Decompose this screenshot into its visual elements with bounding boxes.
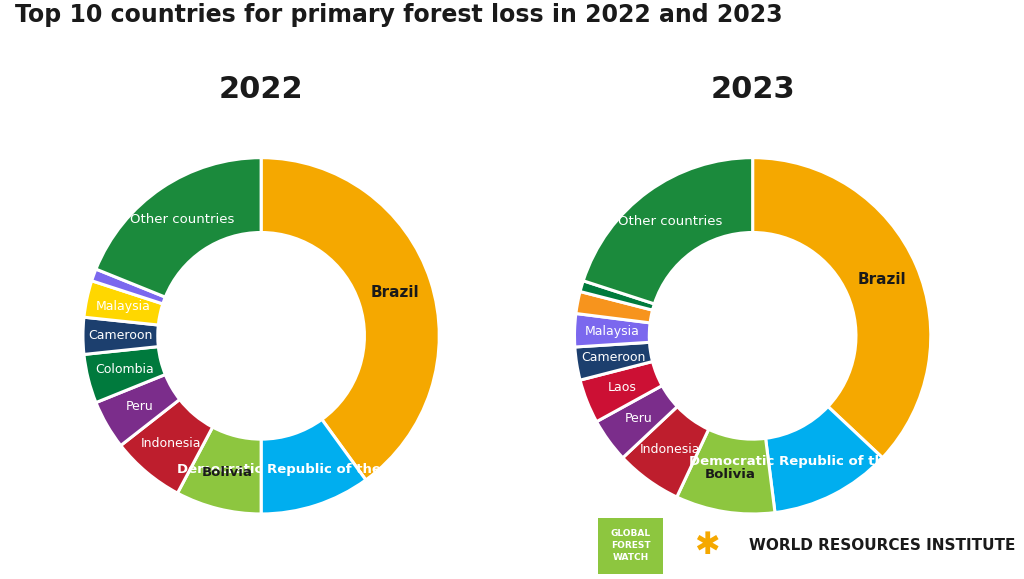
Wedge shape	[574, 313, 650, 347]
Text: Peru: Peru	[625, 412, 652, 425]
Wedge shape	[575, 291, 652, 323]
Text: Democratic Republic of the Congo: Democratic Republic of the Congo	[689, 455, 944, 468]
Text: Other countries: Other countries	[130, 212, 234, 226]
Wedge shape	[584, 157, 753, 304]
Text: Peru: Peru	[125, 400, 154, 413]
Text: WORLD RESOURCES INSTITUTE: WORLD RESOURCES INSTITUTE	[750, 538, 1016, 553]
Text: Malaysia: Malaysia	[96, 300, 151, 313]
Text: Bolivia: Bolivia	[202, 466, 253, 479]
Title: 2023: 2023	[711, 75, 795, 104]
Text: Indonesia: Indonesia	[140, 437, 201, 450]
Text: Brazil: Brazil	[371, 285, 419, 300]
Wedge shape	[580, 281, 654, 310]
Text: Indonesia: Indonesia	[640, 443, 700, 456]
Text: Democratic Republic of the Congo: Democratic Republic of the Congo	[177, 463, 432, 476]
Text: Laos: Laos	[607, 381, 636, 394]
Wedge shape	[677, 429, 775, 514]
Wedge shape	[92, 269, 165, 304]
Text: Malaysia: Malaysia	[585, 325, 639, 338]
Text: Other countries: Other countries	[617, 215, 722, 229]
FancyBboxPatch shape	[598, 518, 664, 574]
Wedge shape	[96, 375, 179, 445]
Text: Cameroon: Cameroon	[88, 329, 153, 342]
Wedge shape	[580, 361, 663, 422]
Text: Cameroon: Cameroon	[582, 351, 646, 364]
Wedge shape	[753, 157, 931, 458]
Text: Top 10 countries for primary forest loss in 2022 and 2023: Top 10 countries for primary forest loss…	[15, 3, 783, 27]
Wedge shape	[84, 347, 165, 402]
Wedge shape	[261, 157, 439, 480]
Wedge shape	[121, 400, 213, 493]
Wedge shape	[623, 406, 709, 497]
Wedge shape	[766, 406, 883, 512]
Text: ✱: ✱	[694, 531, 720, 560]
Text: Bolivia: Bolivia	[706, 468, 756, 481]
Text: GLOBAL
FOREST
WATCH: GLOBAL FOREST WATCH	[610, 529, 651, 562]
Wedge shape	[597, 386, 677, 458]
Wedge shape	[574, 342, 652, 380]
Text: Brazil: Brazil	[857, 273, 906, 287]
Title: 2022: 2022	[219, 75, 303, 104]
Wedge shape	[96, 157, 261, 297]
Wedge shape	[261, 419, 366, 514]
Text: Colombia: Colombia	[95, 364, 154, 376]
Wedge shape	[83, 317, 159, 354]
Wedge shape	[177, 427, 261, 514]
Wedge shape	[84, 281, 163, 325]
